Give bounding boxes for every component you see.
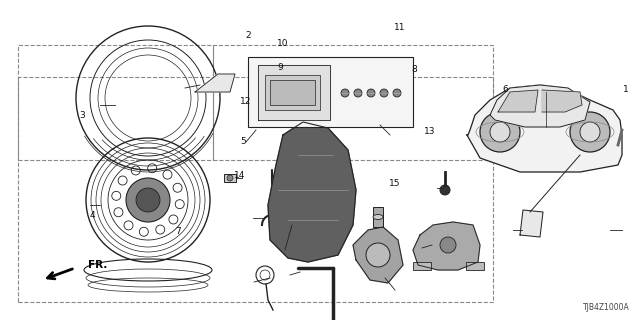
- Text: 9: 9: [277, 63, 283, 73]
- Circle shape: [173, 183, 182, 192]
- Circle shape: [367, 89, 375, 97]
- Text: 15: 15: [389, 179, 401, 188]
- Circle shape: [393, 89, 401, 97]
- Polygon shape: [467, 85, 622, 172]
- Polygon shape: [258, 65, 330, 120]
- Circle shape: [163, 170, 172, 179]
- Text: FR.: FR.: [88, 260, 108, 270]
- Polygon shape: [195, 74, 235, 92]
- Text: 14: 14: [234, 172, 246, 180]
- Bar: [466, 262, 484, 270]
- Bar: [213, 45, 493, 160]
- Text: 10: 10: [277, 39, 289, 49]
- Bar: [373, 207, 383, 227]
- Circle shape: [580, 122, 600, 142]
- Circle shape: [440, 237, 456, 253]
- Circle shape: [114, 208, 123, 217]
- Bar: [270, 80, 315, 105]
- Text: 4: 4: [89, 211, 95, 220]
- Text: 6: 6: [502, 85, 508, 94]
- Circle shape: [490, 122, 510, 142]
- Circle shape: [380, 89, 388, 97]
- Circle shape: [131, 166, 140, 175]
- Circle shape: [148, 164, 157, 173]
- Text: 7: 7: [175, 228, 181, 236]
- Circle shape: [140, 227, 148, 236]
- Text: 13: 13: [424, 127, 436, 137]
- Text: 12: 12: [240, 98, 252, 107]
- Bar: [18, 77, 493, 302]
- Polygon shape: [542, 90, 582, 112]
- Polygon shape: [520, 210, 543, 237]
- Text: 8: 8: [411, 66, 417, 75]
- Circle shape: [570, 112, 610, 152]
- Ellipse shape: [373, 214, 383, 220]
- Circle shape: [136, 188, 160, 212]
- Polygon shape: [490, 85, 590, 127]
- Text: 5: 5: [240, 138, 246, 147]
- Polygon shape: [413, 222, 480, 270]
- Circle shape: [156, 225, 164, 234]
- Text: 3: 3: [79, 110, 85, 119]
- Circle shape: [341, 89, 349, 97]
- Circle shape: [440, 185, 450, 195]
- Bar: [413, 262, 431, 270]
- Circle shape: [354, 89, 362, 97]
- Circle shape: [227, 175, 233, 181]
- Circle shape: [126, 178, 170, 222]
- Text: 1: 1: [623, 85, 629, 94]
- Text: TJB4Z1000A: TJB4Z1000A: [583, 303, 630, 312]
- Circle shape: [112, 191, 121, 200]
- Circle shape: [175, 200, 184, 209]
- Circle shape: [118, 176, 127, 185]
- Text: 2: 2: [245, 31, 251, 41]
- Polygon shape: [353, 227, 403, 283]
- Polygon shape: [268, 122, 356, 262]
- Circle shape: [366, 243, 390, 267]
- Polygon shape: [498, 90, 538, 112]
- Bar: [248, 57, 413, 127]
- Bar: [18, 45, 213, 160]
- Circle shape: [169, 215, 178, 224]
- Circle shape: [124, 221, 133, 230]
- Bar: [224, 174, 236, 182]
- Bar: [265, 75, 320, 110]
- Text: 11: 11: [394, 22, 406, 31]
- Circle shape: [480, 112, 520, 152]
